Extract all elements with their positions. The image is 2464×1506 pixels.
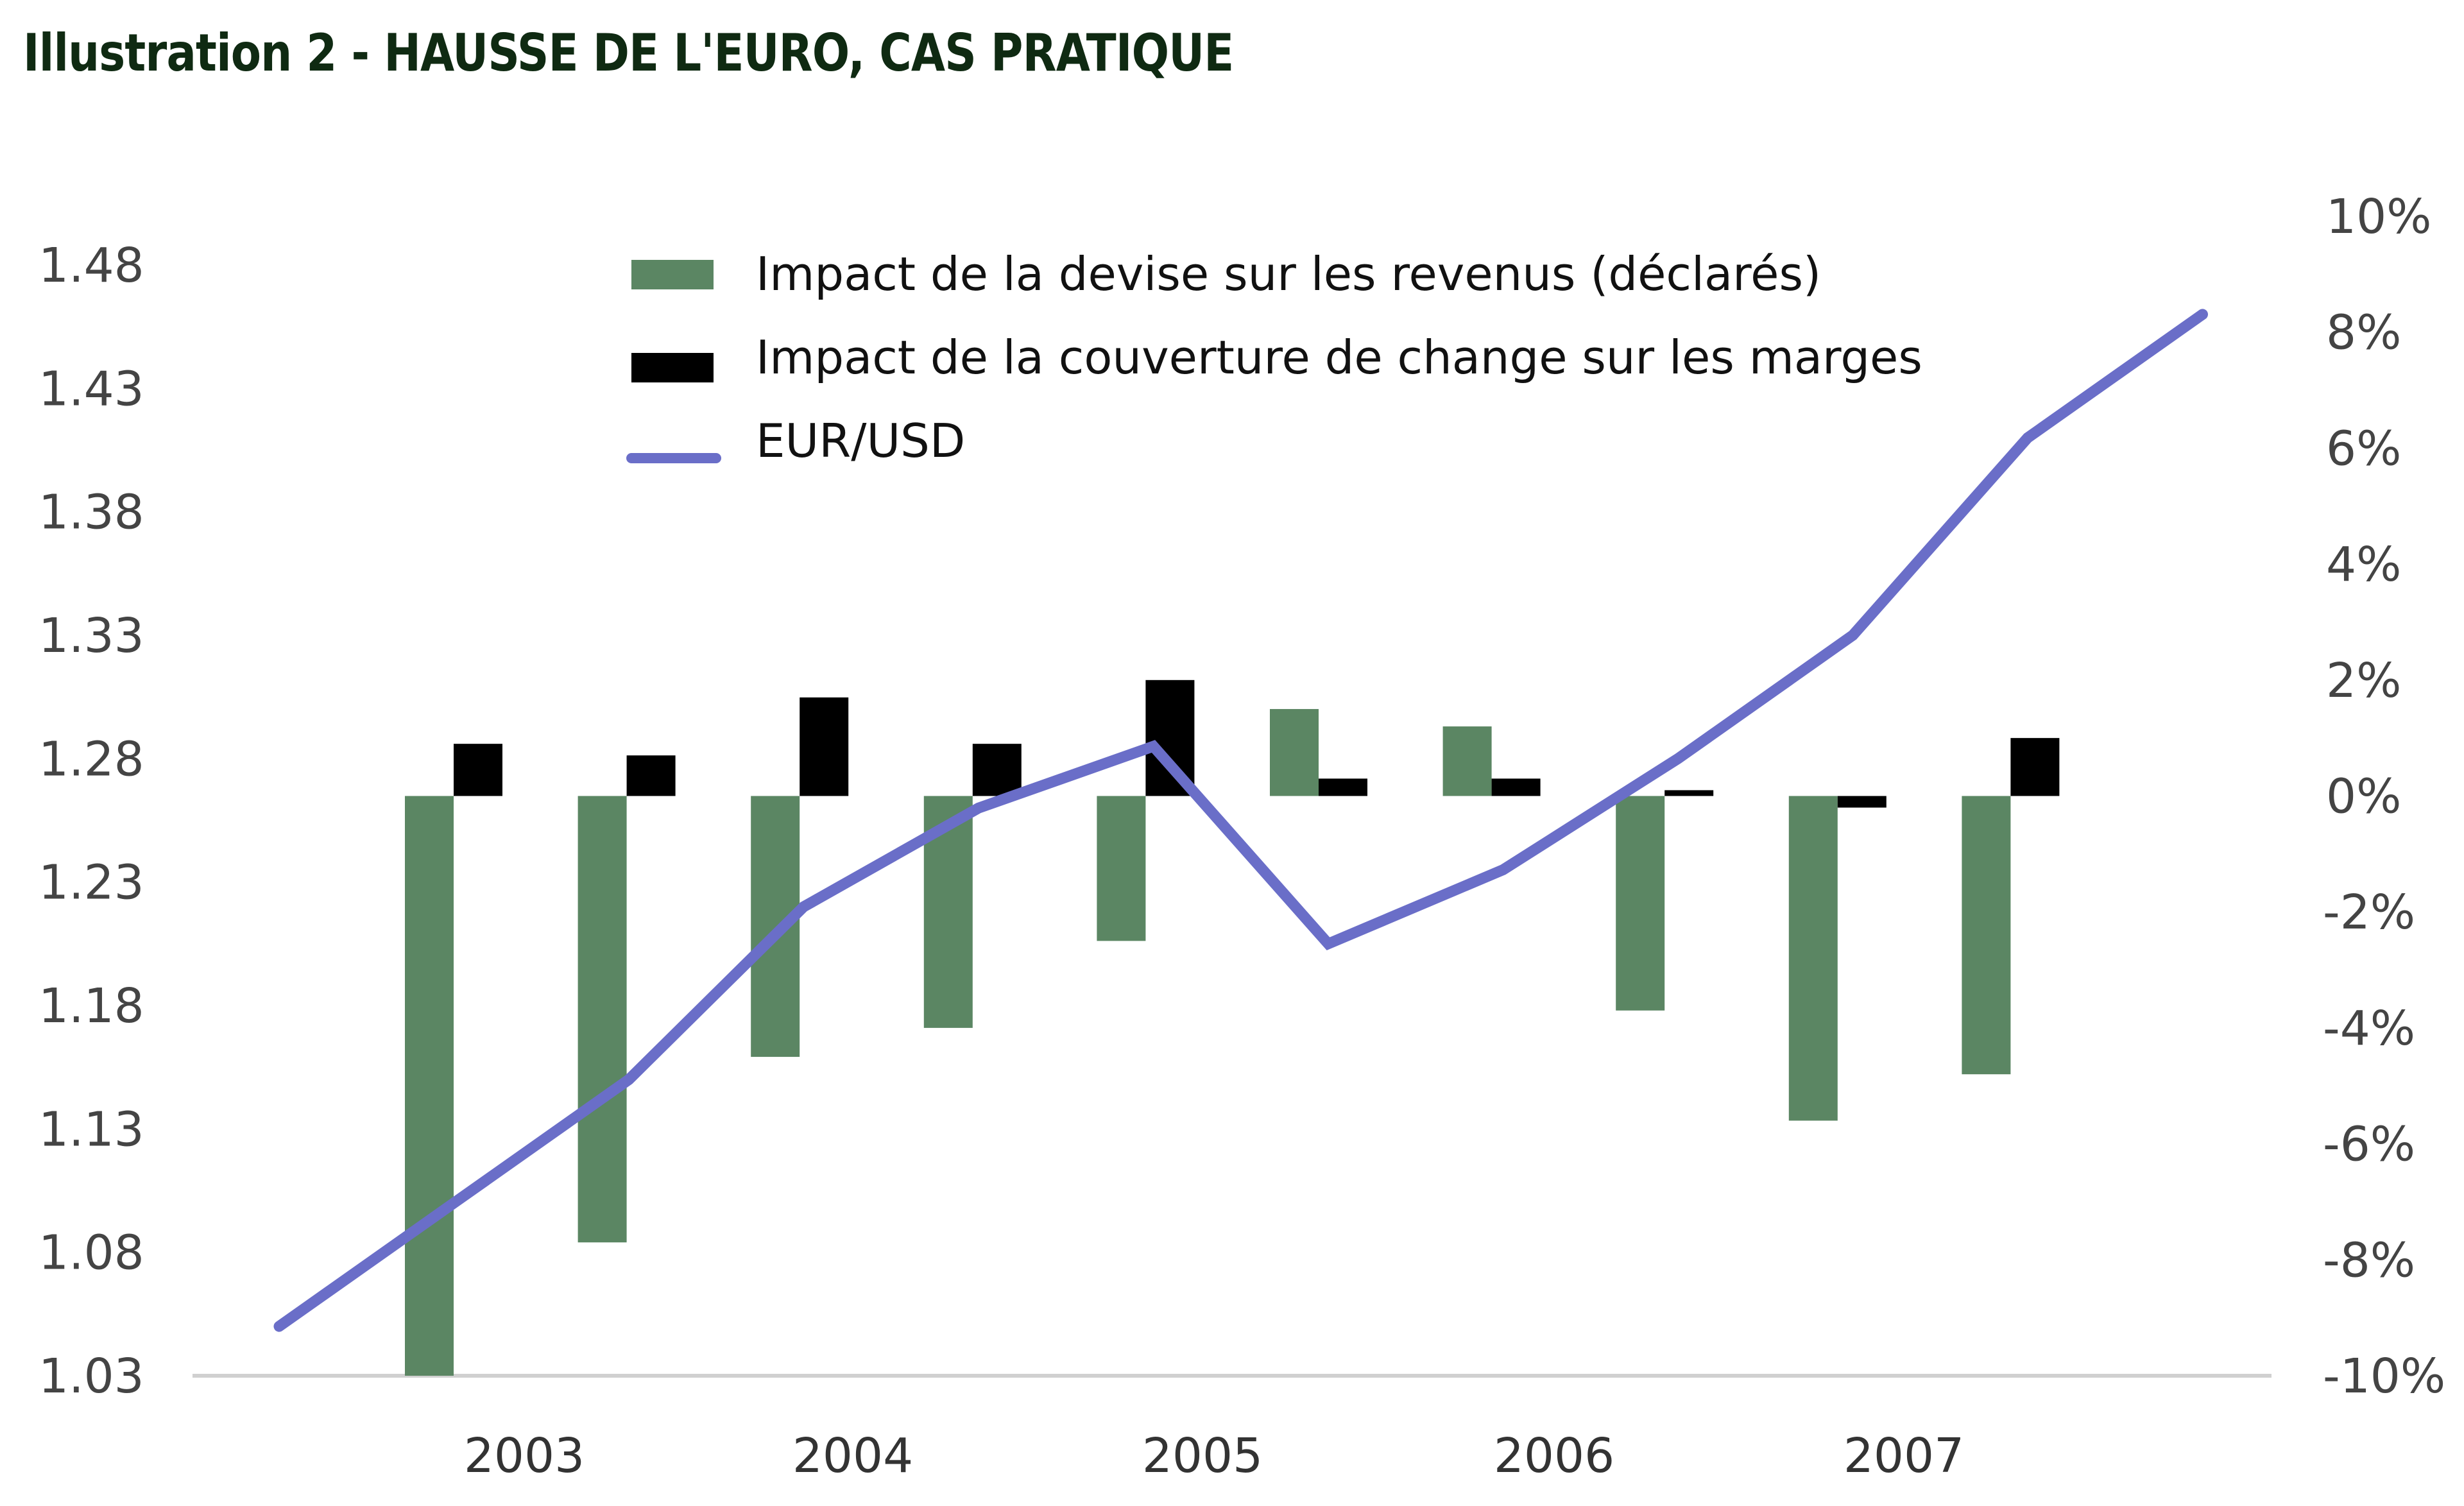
revenue-bar — [1788, 796, 1838, 1121]
left-tick-label: 1.38 — [38, 485, 144, 540]
right-tick-label: 10% — [2326, 189, 2431, 244]
revenue-bar — [751, 796, 800, 1057]
right-axis: 10% 8% 6% 4% 2% 0% -2% -4% -6% -8% -10% — [2323, 189, 2445, 1404]
x-tick-label: 2004 — [792, 1428, 913, 1484]
legend-swatch-hedge — [631, 353, 714, 382]
left-tick-label: 1.48 — [38, 238, 144, 293]
hedge-bar — [626, 755, 676, 796]
hedge-bar — [1319, 778, 1367, 796]
left-tick-label: 1.28 — [38, 732, 144, 787]
left-tick-label: 1.18 — [38, 979, 144, 1034]
left-tick-label: 1.23 — [38, 855, 144, 911]
right-tick-label: 8% — [2326, 305, 2401, 361]
x-axis: 2003 2004 2005 2006 2007 — [464, 1428, 1964, 1484]
right-tick-label: -8% — [2323, 1233, 2415, 1288]
revenue-bar — [1442, 726, 1492, 796]
right-tick-label: -4% — [2323, 1001, 2415, 1056]
revenue-bar — [1616, 796, 1665, 1011]
bars — [405, 680, 2060, 1376]
revenue-bar — [1270, 708, 1319, 796]
right-tick-label: 4% — [2326, 537, 2401, 592]
revenue-bar — [1097, 796, 1146, 941]
right-tick-label: 0% — [2326, 769, 2401, 825]
x-tick-label: 2005 — [1142, 1428, 1263, 1484]
revenue-bar — [405, 796, 454, 1376]
hedge-bar — [1664, 790, 1714, 796]
hedge-bar — [800, 697, 849, 796]
legend-swatch-revenue — [631, 260, 714, 289]
revenue-bar — [578, 796, 627, 1243]
chart-title: Illustration 2 - HAUSSE DE L'EURO, CAS P… — [23, 23, 1234, 83]
left-tick-label: 1.13 — [38, 1102, 144, 1157]
hedge-bar — [454, 744, 502, 796]
legend-label-revenue: Impact de la devise sur les revenus (déc… — [756, 247, 1821, 301]
left-axis: 1.48 1.43 1.38 1.33 1.28 1.23 1.18 1.13 1.08 1.03 — [38, 238, 144, 1404]
x-tick-label: 2006 — [1494, 1428, 1614, 1484]
legend-label-hedge: Impact de la couverture de change sur le… — [756, 330, 1922, 384]
legend-label-eurusd: EUR/USD — [756, 414, 965, 468]
x-tick-label: 2007 — [1844, 1428, 1964, 1484]
hedge-bar — [972, 744, 1022, 796]
hedge-bar — [2010, 738, 2060, 796]
left-tick-label: 1.08 — [38, 1226, 144, 1281]
hedge-bar — [1837, 796, 1887, 808]
right-tick-label: 2% — [2326, 653, 2401, 708]
left-tick-label: 1.33 — [38, 608, 144, 663]
right-tick-label: -10% — [2323, 1349, 2445, 1404]
hedge-bar — [1491, 778, 1541, 796]
revenue-bar — [1962, 796, 2011, 1075]
x-tick-label: 2003 — [464, 1428, 585, 1484]
left-tick-label: 1.43 — [38, 361, 144, 416]
right-tick-label: -2% — [2323, 885, 2415, 940]
right-tick-label: 6% — [2326, 421, 2401, 476]
legend: Impact de la devise sur les revenus (déc… — [626, 247, 1922, 468]
left-tick-label: 1.03 — [38, 1349, 144, 1404]
right-tick-label: -6% — [2323, 1117, 2415, 1172]
eurusd-line — [273, 309, 2208, 1332]
